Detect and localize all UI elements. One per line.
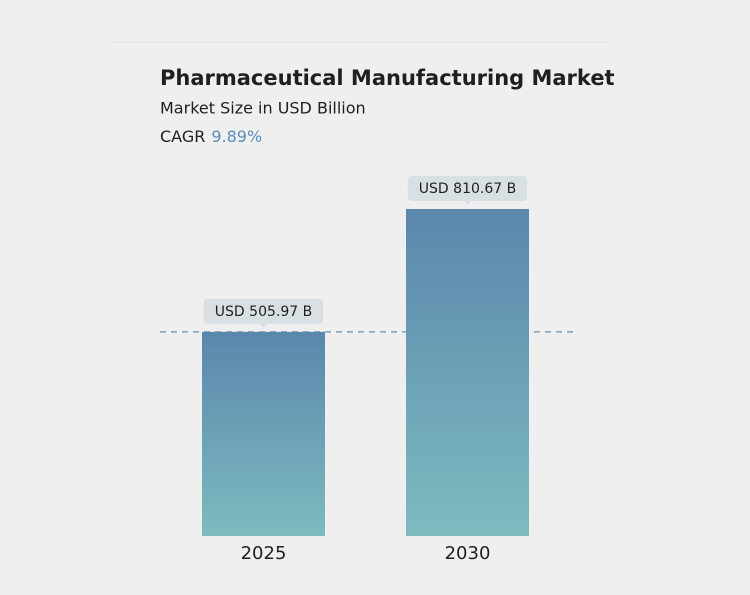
- bar: [202, 331, 325, 536]
- chart-subtitle: Market Size in USD Billion: [160, 99, 366, 118]
- x-tick-label: 2030: [445, 543, 491, 564]
- value-label: USD 505.97 B: [215, 304, 312, 320]
- cagr: CAGR 9.89%: [160, 127, 262, 146]
- cagr-label: CAGR: [160, 127, 205, 146]
- chart-title: Pharmaceutical Manufacturing Market: [160, 66, 615, 90]
- value-label-box: [407, 176, 528, 205]
- cagr-value: 9.89%: [211, 127, 262, 146]
- x-tick-label: 2025: [241, 543, 287, 564]
- value-label-box: [203, 298, 324, 328]
- bar: [406, 209, 529, 536]
- value-label: USD 810.67 B: [419, 181, 516, 197]
